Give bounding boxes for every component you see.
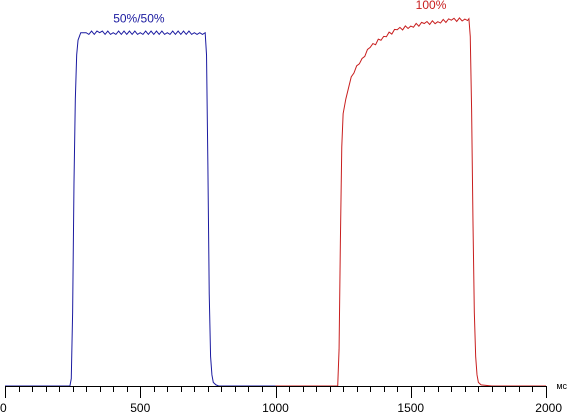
series-annotations: 50%/50% 100%: [113, 0, 446, 26]
series-annotation-2: 100%: [416, 0, 447, 12]
x-tick-label: 1000: [262, 401, 289, 413]
x-tick-label: 500: [130, 401, 150, 413]
x-axis-unit-label: мс: [556, 381, 567, 391]
series-layer: [5, 17, 546, 387]
x-axis-ticks: 0 500 1000 1500 2000: [0, 386, 562, 413]
series-line-2: [275, 17, 546, 387]
series-annotation-1: 50%/50%: [113, 12, 165, 26]
x-tick-label: 1500: [397, 401, 424, 413]
x-tick-label: 2000: [535, 401, 562, 413]
x-tick-label: 0: [0, 401, 7, 413]
series-line-1: [5, 30, 276, 387]
